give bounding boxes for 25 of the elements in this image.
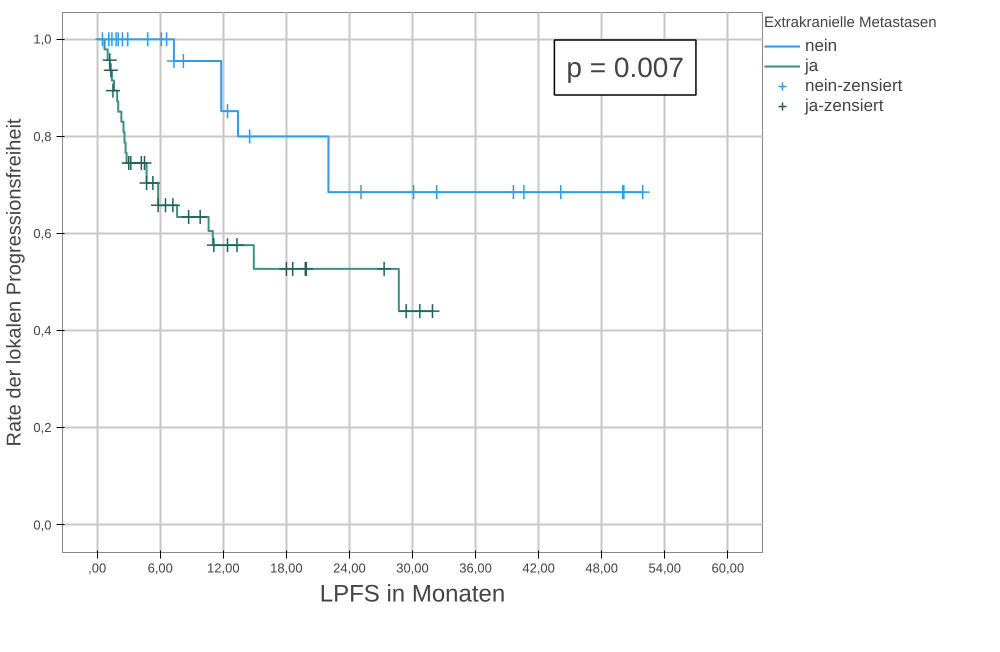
x-tick-label: 24,00 (333, 560, 366, 576)
x-tick-label: 42,00 (522, 560, 555, 576)
legend-label: ja-zensiert (805, 96, 884, 116)
legend-title: Extrakranielle Metastasen (764, 14, 937, 31)
x-tick-label: ,00 (88, 560, 106, 576)
y-tick-label: 0,4 (33, 323, 52, 338)
x-tick-label: 36,00 (459, 560, 492, 576)
legend-label: nein-zensiert (805, 76, 902, 96)
x-tick-label: 30,00 (396, 560, 429, 576)
x-tick-label: 60,00 (712, 560, 744, 576)
y-tick-label: 1,0 (33, 32, 52, 47)
y-tick-label: 0,8 (33, 128, 52, 144)
x-axis-title: LPFS in Monaten (320, 580, 506, 608)
x-tick-label: 6,00 (148, 560, 173, 576)
x-tick-label: 54,00 (648, 560, 682, 576)
y-tick-label: 0,2 (33, 420, 52, 436)
x-tick-label: 48,00 (585, 560, 618, 576)
y-tick-label: 0,6 (33, 226, 52, 241)
legend-label: nein (805, 36, 838, 56)
y-tick-label: 0,0 (33, 517, 52, 532)
x-tick-label: 12,00 (207, 560, 240, 576)
legend-label: ja (805, 56, 820, 76)
x-tick-label: 18,00 (270, 560, 303, 576)
annotation: p = 0.007 (566, 52, 684, 84)
y-axis-title: Rate der lokalen Progressionsfreiheit (3, 118, 26, 446)
